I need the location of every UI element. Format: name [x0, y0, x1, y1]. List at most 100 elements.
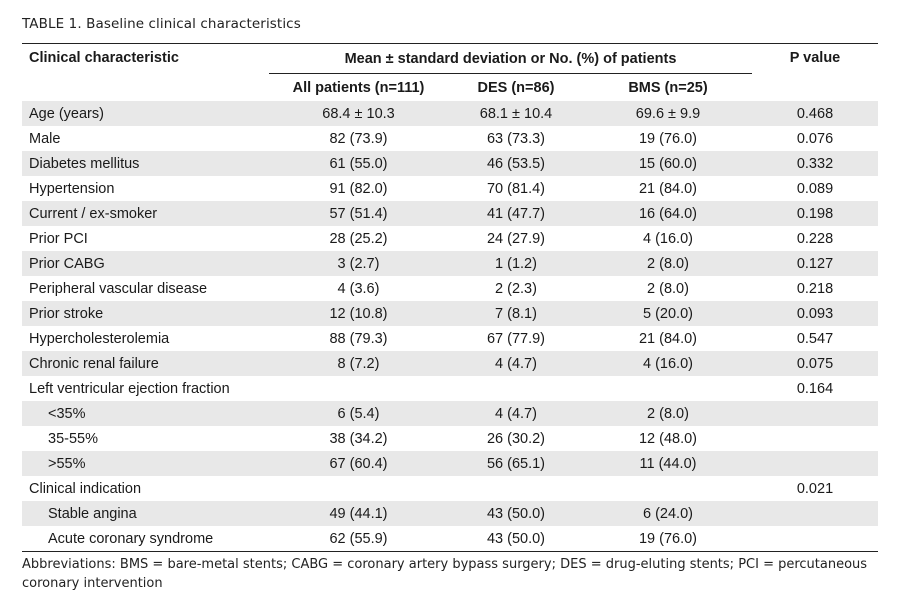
row-label: Prior CABG [22, 251, 269, 276]
table-body: Age (years) 68.4 ± 10.3 68.1 ± 10.4 69.6 ± … [22, 101, 878, 552]
header-characteristic: Clinical characteristic [22, 43, 269, 101]
cell-all-patients: 62 (55.9) [269, 526, 448, 552]
cell-des: 4 (4.7) [448, 401, 584, 426]
cell-des: 7 (8.1) [448, 301, 584, 326]
cell-des: 2 (2.3) [495, 280, 537, 297]
table-row: 35-55% 38 (34.2) 26 (30.2) 12 (48.0) [22, 426, 878, 451]
row-label: Diabetes mellitus [22, 151, 269, 176]
row-label: Acute coronary syndrome [22, 526, 269, 552]
cell-pvalue [752, 426, 878, 451]
cell-bms [584, 376, 752, 401]
cell-all-patients: 38 (34.2) [329, 430, 388, 447]
cell-pvalue [752, 501, 878, 526]
row-label: Prior PCI [29, 230, 88, 247]
cell-all-patients: 57 (51.4) [269, 201, 448, 226]
cell-des: 68.1 ± 10.4 [448, 101, 584, 126]
cell-bms: 5 (20.0) [584, 301, 752, 326]
footnote: Abbreviations: BMS = bare-metal stents; … [22, 557, 868, 591]
cell-bms: 2 (8.0) [584, 401, 752, 426]
cell-all-patients [269, 476, 448, 501]
header-des: DES (n=86) [477, 79, 555, 96]
cell-des: 41 (47.7) [448, 201, 584, 226]
cell-des: 43 (50.0) [448, 526, 584, 552]
cell-all-patients: 6 (5.4) [269, 401, 448, 426]
cell-pvalue: 0.093 [752, 301, 878, 326]
cell-all-patients: 68.4 ± 10.3 [269, 101, 448, 126]
row-label: Peripheral vascular disease [29, 280, 208, 297]
cell-bms [584, 476, 752, 501]
table-row: Male 82 (73.9) 63 (73.3) 19 (76.0) 0.076 [22, 126, 878, 151]
cell-all-patients: 88 (79.3) [329, 330, 388, 347]
cell-des [448, 476, 584, 501]
table-row: Left ventricular ejection fraction 0.164 [22, 376, 878, 401]
cell-pvalue: 0.218 [796, 280, 834, 297]
table-row: Hypercholesterolemia 88 (79.3) 67 (77.9) 21… [22, 326, 878, 351]
cell-all-patients: 8 (7.2) [269, 351, 448, 376]
cell-des [448, 376, 584, 401]
table-row: >55% 67 (60.4) 56 (65.1) 11 (44.0) [22, 451, 878, 476]
cell-pvalue: 0.468 [752, 101, 878, 126]
header-pvalue: P value [752, 43, 878, 101]
cell-bms: 19 (76.0) [584, 526, 752, 552]
cell-all-patients: 12 (10.8) [269, 301, 448, 326]
table-row: Current / ex-smoker 57 (51.4) 41 (47.7) 16 … [22, 201, 878, 226]
cell-bms: 21 (84.0) [638, 180, 698, 197]
table-row: Stable angina 49 (44.1) 43 (50.0) 6 (24.0) [22, 501, 878, 526]
row-label: Hypertension [29, 180, 115, 197]
cell-bms: 16 (64.0) [584, 201, 752, 226]
baseline-characteristics-table: Clinical characteristic Mean ± standard … [22, 43, 878, 552]
cell-des: 4 (4.7) [448, 351, 584, 376]
cell-bms: 2 (8.0) [647, 280, 689, 297]
cell-all-patients: 91 (82.0) [329, 180, 388, 197]
cell-des: 63 (73.3) [486, 130, 546, 147]
row-label: >55% [22, 451, 269, 476]
cell-pvalue: 0.164 [796, 380, 834, 397]
table-row: Prior PCI 28 (25.2) 24 (27.9) 4 (16.0) 0.228 [22, 226, 878, 251]
row-label: 35-55% [48, 430, 98, 447]
row-label: Hypercholesterolemia [29, 330, 170, 347]
cell-pvalue [752, 526, 878, 552]
cell-all-patients: 4 (3.6) [337, 280, 380, 297]
cell-des: 46 (53.5) [448, 151, 584, 176]
header-bms: BMS (n=25) [628, 79, 708, 96]
row-label: Male [29, 130, 61, 147]
table-row: Age (years) 68.4 ± 10.3 68.1 ± 10.4 69.6 ± … [22, 101, 878, 126]
cell-des: 24 (27.9) [486, 230, 546, 247]
row-label: Prior stroke [22, 301, 269, 326]
cell-pvalue: 0.021 [796, 480, 834, 497]
table-row: Prior stroke 12 (10.8) 7 (8.1) 5 (20.0) 0.09… [22, 301, 878, 326]
cell-pvalue: 0.228 [796, 230, 834, 247]
cell-pvalue: 0.127 [752, 251, 878, 276]
table-row: Diabetes mellitus 61 (55.0) 46 (53.5) 15 (6… [22, 151, 878, 176]
table-row: <35% 6 (5.4) 4 (4.7) 2 (8.0) [22, 401, 878, 426]
header-all-patients: All patients (n=111) [292, 79, 425, 96]
cell-pvalue: 0.076 [796, 130, 834, 147]
header-group: Mean ± standard deviation or No. (%) of … [269, 43, 752, 74]
cell-pvalue: 0.547 [796, 330, 834, 347]
cell-bms: 12 (48.0) [638, 430, 698, 447]
cell-bms: 4 (16.0) [643, 230, 693, 247]
cell-bms: 11 (44.0) [584, 451, 752, 476]
cell-all-patients [269, 376, 448, 401]
row-label: Age (years) [22, 101, 269, 126]
table-row: Acute coronary syndrome 62 (55.9) 43 (50.0… [22, 526, 878, 552]
cell-all-patients: 61 (55.0) [269, 151, 448, 176]
cell-des: 67 (77.9) [486, 330, 546, 347]
table-caption: TABLE 1. Baseline clinical characteristi… [22, 16, 301, 32]
table-row: Chronic renal failure 8 (7.2) 4 (4.7) 4 (16… [22, 351, 878, 376]
cell-des: 56 (65.1) [448, 451, 584, 476]
cell-all-patients: 28 (25.2) [329, 230, 388, 247]
cell-all-patients: 49 (44.1) [269, 501, 448, 526]
cell-bms: 4 (16.0) [584, 351, 752, 376]
cell-des: 1 (1.2) [448, 251, 584, 276]
table-row: Clinical indication 0.021 [22, 476, 878, 501]
cell-des: 70 (81.4) [486, 180, 546, 197]
cell-bms: 19 (76.0) [638, 130, 698, 147]
cell-pvalue [752, 451, 878, 476]
row-label: Left ventricular ejection fraction [29, 380, 230, 397]
row-label: Current / ex-smoker [22, 201, 269, 226]
cell-pvalue: 0.198 [752, 201, 878, 226]
cell-pvalue: 0.089 [796, 180, 834, 197]
cell-bms: 69.6 ± 9.9 [584, 101, 752, 126]
table-row: Prior CABG 3 (2.7) 1 (1.2) 2 (8.0) 0.127 [22, 251, 878, 276]
